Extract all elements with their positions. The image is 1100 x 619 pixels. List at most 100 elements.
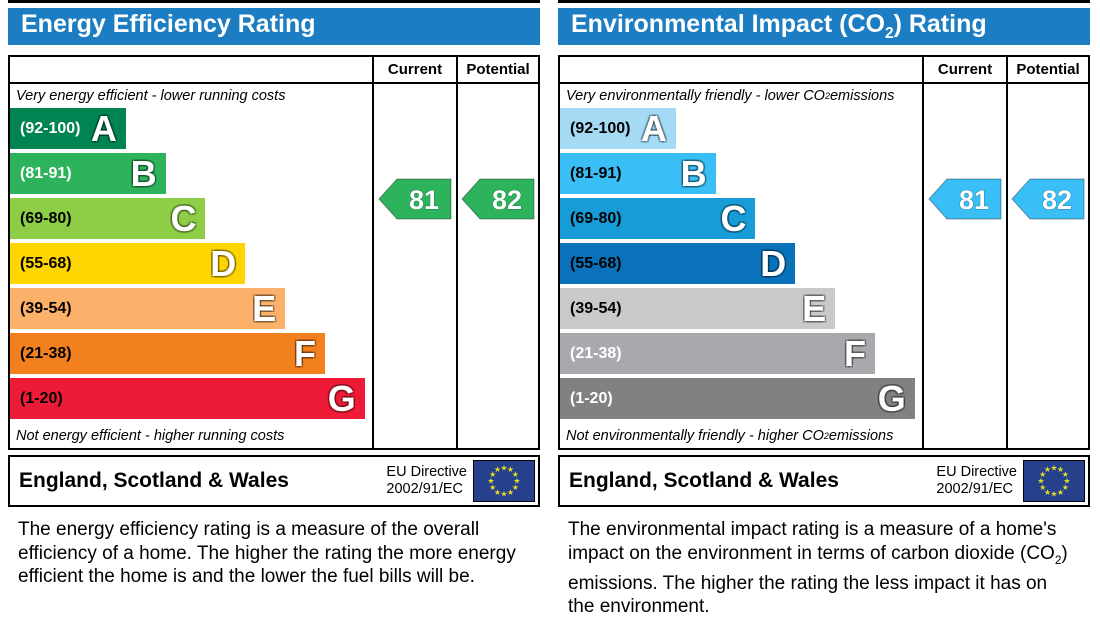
eu-flag-icon: ★ ★★ ★★★ ★★★ ★★★ <box>473 460 535 502</box>
band-bar-c: (69-80) C <box>10 197 206 239</box>
region-label: England, Scotland & Wales <box>19 469 289 492</box>
svg-text:★: ★ <box>494 488 501 497</box>
svg-text:★: ★ <box>512 483 519 492</box>
potential-rating-arrow: 82 <box>461 178 535 220</box>
chart-body: Very environmentally friendly - lower CO… <box>560 84 1088 448</box>
eu-directive-label: EU Directive 2002/91/EC <box>936 464 1017 498</box>
band-range: (1-20) <box>20 389 63 407</box>
eu-directive-label: EU Directive 2002/91/EC <box>386 464 467 498</box>
rating-chart: Current Potential Very environmentally f… <box>558 55 1090 450</box>
svg-text:★: ★ <box>507 465 514 474</box>
band-letter: F <box>843 332 866 374</box>
current-column-header: Current <box>374 57 458 82</box>
bands-header-cell <box>10 57 374 82</box>
potential-rating-arrow: 82 <box>1011 178 1085 220</box>
band-bar-d: (55-68) D <box>10 242 246 284</box>
band-letter: D <box>210 242 237 284</box>
potential-column: 82 <box>1008 84 1088 448</box>
panel-title: Environmental Impact (CO2) Rating <box>571 10 987 42</box>
band-row-c: (69-80) C <box>560 198 922 243</box>
band-letter: A <box>640 107 667 149</box>
current-rating-value: 81 <box>409 185 439 215</box>
svg-text:★: ★ <box>487 477 494 486</box>
band-letter: D <box>760 242 787 284</box>
band-range: (69-80) <box>20 209 72 227</box>
eu-directive-line1: EU Directive <box>386 464 467 480</box>
band-bar-b: (81-91) B <box>10 153 166 194</box>
rating-description: The environmental impact rating is a mea… <box>568 519 1068 618</box>
eu-directive-line1: EU Directive <box>936 464 1017 480</box>
band-row-d: (55-68) D <box>560 243 922 288</box>
top-rule <box>558 0 1090 3</box>
band-range: (92-100) <box>570 119 631 137</box>
svg-text:★: ★ <box>1039 470 1046 479</box>
band-range: (39-54) <box>20 299 72 317</box>
bottom-caption: Not environmentally friendly - higher CO… <box>566 427 894 444</box>
svg-text:★: ★ <box>513 477 520 486</box>
band-row-e: (39-54) E <box>10 288 372 333</box>
band-row-a: (92-100) A <box>10 108 372 153</box>
current-rating-arrow: 81 <box>928 178 1002 220</box>
svg-text:★: ★ <box>1062 483 1069 492</box>
environmental-impact-panel: Environmental Impact (CO2) Rating Curren… <box>558 0 1090 619</box>
top-caption: Very environmentally friendly - lower CO… <box>566 88 895 104</box>
band-row-a: (92-100) A <box>560 108 922 153</box>
panel-title-bar: Environmental Impact (CO2) Rating <box>558 8 1090 45</box>
band-row-c: (69-80) C <box>10 198 372 243</box>
band-row-e: (39-54) E <box>560 288 922 333</box>
band-letter: E <box>252 287 277 329</box>
band-letter: B <box>680 152 707 194</box>
band-range: (21-38) <box>20 344 72 362</box>
band-range: (55-68) <box>20 254 72 272</box>
chart-header-row: Current Potential <box>10 57 538 84</box>
bands-column: Very energy efficient - lower running co… <box>10 84 374 448</box>
band-bar-e: (39-54) E <box>560 287 836 329</box>
potential-column-header: Potential <box>1016 61 1080 78</box>
panel-title-bar: Energy Efficiency Rating <box>8 8 540 45</box>
panel-footer: England, Scotland & Wales EU Directive 2… <box>8 455 540 507</box>
panel-title: Energy Efficiency Rating <box>21 10 316 38</box>
bands-header-cell <box>560 57 924 82</box>
band-letter: C <box>170 197 197 239</box>
current-column: 81 <box>374 84 458 448</box>
bands-column: Very environmentally friendly - lower CO… <box>560 84 924 448</box>
bottom-caption: Not energy efficient - higher running co… <box>16 427 285 444</box>
band-bar-d: (55-68) D <box>560 242 796 284</box>
band-row-d: (55-68) D <box>10 243 372 288</box>
top-rule <box>8 0 540 3</box>
current-column: 81 <box>924 84 1008 448</box>
svg-text:★: ★ <box>1050 464 1057 473</box>
current-column-header: Current <box>924 57 1008 82</box>
potential-column-header: Potential <box>466 61 530 78</box>
svg-text:★: ★ <box>500 490 507 499</box>
chart-header-row: Current Potential <box>560 57 1088 84</box>
band-row-f: (21-38) F <box>560 333 922 378</box>
region-label: England, Scotland & Wales <box>569 469 839 492</box>
eu-directive-line2: 2002/91/EC <box>386 481 464 497</box>
svg-text:★: ★ <box>1057 488 1064 497</box>
band-bar-f: (21-38) F <box>560 333 875 374</box>
band-letter: E <box>802 287 827 329</box>
panel-footer: England, Scotland & Wales EU Directive 2… <box>558 455 1090 507</box>
band-letter: C <box>720 197 747 239</box>
band-bar-a: (92-100) A <box>10 108 126 149</box>
band-bar-c: (69-80) C <box>560 197 756 239</box>
band-row-b: (81-91) B <box>560 153 922 198</box>
svg-text:★: ★ <box>489 483 496 492</box>
band-bar-e: (39-54) E <box>10 287 286 329</box>
top-caption: Very energy efficient - lower running co… <box>16 88 286 104</box>
band-letter: B <box>130 152 157 194</box>
band-row-b: (81-91) B <box>10 153 372 198</box>
band-range: (55-68) <box>570 254 622 272</box>
band-row-f: (21-38) F <box>10 333 372 378</box>
chart-body: Very energy efficient - lower running co… <box>10 84 538 448</box>
energy-efficiency-panel: Energy Efficiency Rating Current Potenti… <box>8 0 540 619</box>
band-letter: F <box>293 332 316 374</box>
svg-text:★: ★ <box>1062 470 1069 479</box>
svg-text:★: ★ <box>489 470 496 479</box>
svg-text:★: ★ <box>1037 477 1044 486</box>
potential-rating-value: 82 <box>492 185 522 215</box>
potential-rating-value: 82 <box>1042 185 1072 215</box>
svg-text:★: ★ <box>500 464 507 473</box>
band-range: (81-91) <box>20 164 72 182</box>
